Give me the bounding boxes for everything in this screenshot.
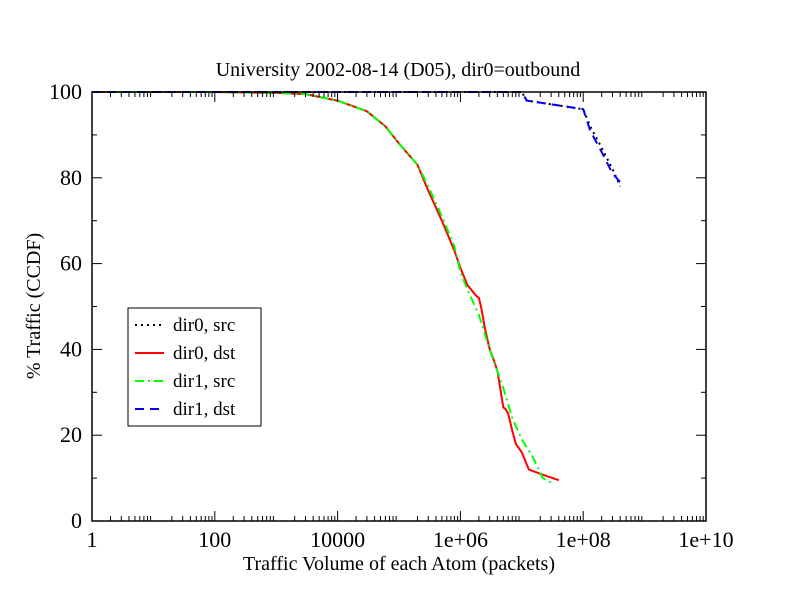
x-axis-label: Traffic Volume of each Atom (packets) [243, 553, 555, 575]
y-axis-label: % Traffic (CCDF) [23, 233, 45, 379]
x-tick-label: 10000 [310, 527, 365, 552]
legend-label-2: dir0, dst [173, 343, 236, 364]
y-tick-label: 20 [60, 422, 82, 447]
x-tick-label: 1e+10 [678, 527, 733, 552]
x-tick-label: 1e+06 [433, 527, 488, 552]
series-line-1 [92, 91, 622, 187]
legend-label-1: dir0, src [173, 315, 235, 336]
legend-box [127, 307, 262, 427]
legend-label-4: dir1, dst [173, 399, 236, 420]
ticks-layer: 1 100 10000 1e+06 1e+08 1e+10 0 20 40 60 80 100 [49, 79, 734, 552]
y-tick-label: 80 [60, 165, 82, 190]
y-tick-label: 0 [71, 508, 82, 533]
x-tick-label: 100 [198, 527, 231, 552]
legend: dir0, src dir0, dst dir1, src dir1, dst [127, 307, 262, 427]
plot-frame [91, 91, 707, 522]
y-tick-label: 40 [60, 336, 82, 361]
y-tick-label: 60 [60, 251, 82, 276]
x-tick-label: 1e+08 [556, 527, 611, 552]
chart-title: University 2002-08-14 (D05), dir0=outbou… [216, 59, 581, 81]
y-tick-label: 100 [49, 79, 82, 104]
legend-label-3: dir1, src [173, 371, 235, 392]
x-tick-label: 1 [87, 527, 98, 552]
series-line-3 [92, 91, 552, 484]
series-line-4 [92, 91, 621, 183]
